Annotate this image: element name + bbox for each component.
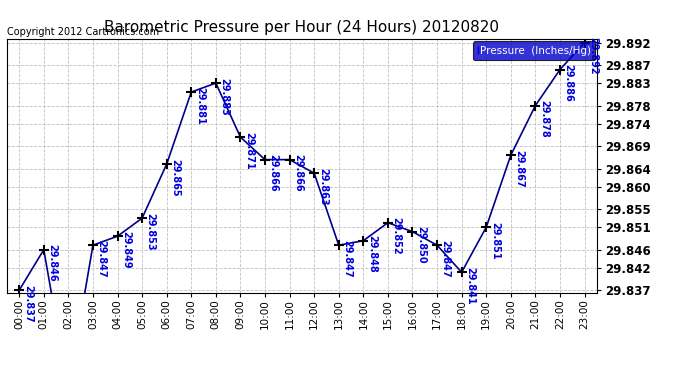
Text: 29.847: 29.847 xyxy=(342,240,353,278)
Legend: Pressure  (Inches/Hg): Pressure (Inches/Hg) xyxy=(473,42,595,60)
Text: 29.841: 29.841 xyxy=(465,267,475,305)
Text: 29.852: 29.852 xyxy=(391,217,402,255)
Text: 29.878: 29.878 xyxy=(539,100,549,138)
Text: 29.866: 29.866 xyxy=(293,154,303,192)
Text: 29.846: 29.846 xyxy=(48,244,57,282)
Text: 29.837: 29.837 xyxy=(23,285,33,322)
Text: 29.865: 29.865 xyxy=(170,159,180,196)
Text: 29.847: 29.847 xyxy=(97,240,106,278)
Text: 29.866: 29.866 xyxy=(268,154,279,192)
Text: Copyright 2012 Cartronics.com: Copyright 2012 Cartronics.com xyxy=(7,27,159,37)
Text: 29.871: 29.871 xyxy=(244,132,254,170)
Text: 29.863: 29.863 xyxy=(318,168,328,206)
Text: 29.867: 29.867 xyxy=(515,150,524,188)
Title: Barometric Pressure per Hour (24 Hours) 20120820: Barometric Pressure per Hour (24 Hours) … xyxy=(104,20,500,35)
Text: 29.881: 29.881 xyxy=(195,87,205,124)
Text: 29.853: 29.853 xyxy=(146,213,156,250)
Text: 29.850: 29.850 xyxy=(416,226,426,264)
Text: 29.886: 29.886 xyxy=(564,64,573,102)
Text: 29.848: 29.848 xyxy=(367,235,377,273)
Text: 29.883: 29.883 xyxy=(219,78,230,116)
Text: 29.892: 29.892 xyxy=(588,37,598,75)
Text: 29.849: 29.849 xyxy=(121,231,131,268)
Text: 29.851: 29.851 xyxy=(490,222,500,260)
Text: 29.847: 29.847 xyxy=(441,240,451,278)
